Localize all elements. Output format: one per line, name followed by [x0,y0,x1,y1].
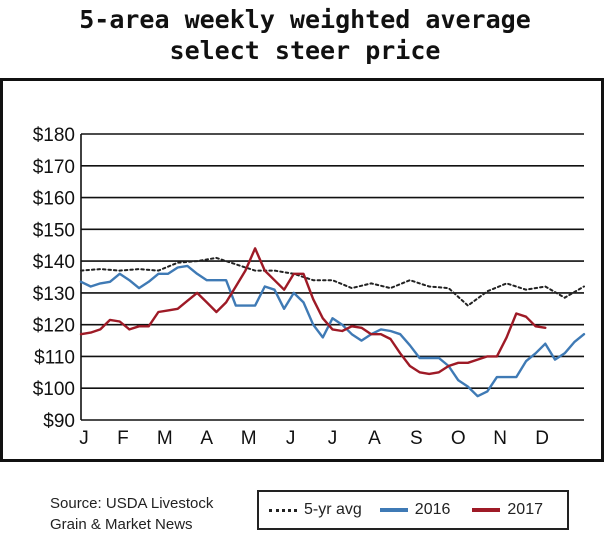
legend-label-5yr-avg: 5-yr avg [304,501,362,518]
legend-label-2016: 2016 [414,501,451,518]
y-tick-label: $130 [33,284,75,305]
line-chart: $180$170$160$150$140$130$120$110$100$90J… [33,125,586,449]
legend-item-5yr-avg: 5-yr avg [269,501,362,519]
y-tick-label: $150 [33,220,75,241]
x-tick-label: A [368,428,381,449]
x-tick-label: N [493,428,507,449]
y-tick-label: $90 [43,411,75,432]
legend-item-2016: 2016 [379,501,451,519]
legend-item-2017: 2017 [472,501,543,519]
series-line-2017 [79,247,547,376]
source-note: Source: USDA Livestock Grain & Market Ne… [50,493,213,535]
chart-frame: $180 $170 $160 $150 $140 $130 $120 $110 $100 $90 J… [0,78,604,462]
chart-legend: 5-yr avg 2016 2017 [257,490,569,530]
y-tick-label: $120 [33,316,75,337]
x-tick-label: A [200,428,213,449]
legend-swatch-2016 [379,508,408,512]
y-tick-label: $160 [33,189,75,210]
legend-label-2017: 2017 [507,501,543,518]
chart-title: 5-area weekly weighted average select st… [0,4,610,66]
y-tick-label: $170 [33,157,75,178]
legend-swatch-2017 [472,508,501,512]
y-tick-label: $140 [33,252,75,273]
series-line-2016 [79,264,586,398]
x-tick-label: O [451,428,466,449]
y-tick-label: $180 [33,125,75,146]
source-line-2: Grain & Market News [50,516,193,533]
chart-title-line-1: 5-area weekly weighted average [79,5,531,34]
chart-title-line-2: select steer price [169,36,441,65]
legend-swatch-5yr-avg [269,508,297,512]
x-tick-label: M [157,428,173,449]
x-tick-label: M [241,428,257,449]
y-tick-label: $110 [34,347,75,368]
x-tick-label: F [117,428,129,449]
x-tick-label: J [79,428,89,449]
x-tick-label: J [286,428,296,449]
x-tick-label: J [328,428,338,449]
y-tick-label: $100 [33,379,75,400]
x-tick-label: S [410,428,423,449]
x-tick-label: D [535,428,549,449]
source-line-1: Source: USDA Livestock [50,495,214,512]
series-line-5-yr-avg [80,256,585,307]
